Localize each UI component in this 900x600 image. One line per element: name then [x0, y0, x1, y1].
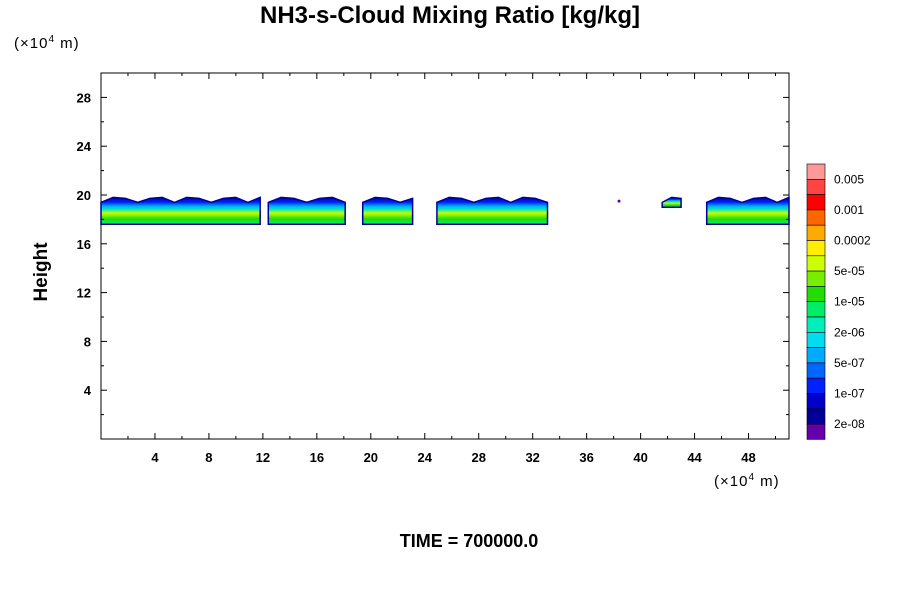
- x-unit-label: (×104 m): [714, 472, 780, 490]
- colorbar-label: 0.0002: [834, 234, 871, 248]
- colorbar: 0.005 0.001 0.0002 5e-05 1e-05 2e-06 5e-07 1e-0…: [806, 163, 871, 440]
- x-tick-label: 4: [151, 450, 159, 465]
- x-tick-label: 20: [364, 450, 378, 465]
- y-tick-label: 12: [77, 286, 91, 301]
- colorbar-swatch: [806, 377, 826, 394]
- y-unit-label: (×104 m): [14, 34, 80, 52]
- cloud-segment-1: [100, 196, 261, 226]
- x-tick-label: 24: [418, 450, 433, 465]
- cloud-segment-6: [705, 196, 790, 226]
- colorbar-label: 0.001: [834, 203, 864, 217]
- time-label: TIME = 700000.0: [399, 531, 539, 551]
- colorbar-swatch: [806, 270, 826, 287]
- cloud-segment-4: [436, 196, 549, 226]
- colorbar-swatch: [806, 423, 826, 440]
- colorbar-swatch: [806, 240, 826, 257]
- colorbar-label: 1e-05: [834, 295, 865, 309]
- chart-title: NH3-s-Cloud Mixing Ratio [kg/kg]: [260, 2, 640, 29]
- x-tick-label: 40: [633, 450, 647, 465]
- colorbar-swatch: [806, 408, 826, 425]
- colorbar-swatch: [806, 255, 826, 272]
- colorbar-label: 5e-07: [834, 356, 865, 370]
- x-tick-label: 28: [471, 450, 485, 465]
- isolated-cloud-point: [617, 199, 621, 203]
- y-tick-label: 24: [77, 139, 92, 154]
- x-tick-label: 44: [687, 450, 702, 465]
- cloud-segment-3: [361, 196, 414, 226]
- y-tick-label: 8: [84, 334, 91, 349]
- cloud-layer: [100, 196, 790, 226]
- x-tick-label: 12: [256, 450, 270, 465]
- colorbar-label: 5e-05: [834, 264, 865, 278]
- colorbar-swatch: [806, 209, 826, 226]
- plot-frame: [100, 72, 790, 440]
- colorbar-swatch: [806, 286, 826, 302]
- colorbar-swatch: [806, 224, 826, 241]
- colorbar-swatch: [806, 347, 826, 364]
- x-tick-label: 48: [741, 450, 755, 465]
- cloud-segment-2: [267, 196, 346, 226]
- y-tick-label: 20: [77, 188, 91, 203]
- colorbar-swatch: [806, 301, 826, 318]
- colorbar-swatch: [806, 194, 826, 211]
- y-tick-label: 4: [84, 383, 92, 398]
- cloud-segment-5: [661, 196, 682, 208]
- x-tick-label: 8: [205, 450, 212, 465]
- x-tick-label: 36: [579, 450, 593, 465]
- colorbar-label: 1e-07: [834, 387, 865, 401]
- colorbar-label: 0.005: [834, 172, 864, 186]
- x-tick-label: 16: [310, 450, 324, 465]
- colorbar-swatch: [806, 362, 826, 379]
- colorbar-swatch: [806, 393, 826, 410]
- colorbar-swatch: [806, 331, 826, 348]
- y-tick-label: 16: [77, 237, 91, 252]
- colorbar-label: 2e-08: [834, 417, 865, 431]
- x-tick-label: 32: [525, 450, 539, 465]
- colorbar-swatch: [806, 179, 826, 195]
- y-tick-label: 28: [77, 90, 91, 105]
- colorbar-label: 2e-06: [834, 325, 865, 339]
- colorbar-swatch: [806, 163, 826, 180]
- colorbar-swatch: [806, 316, 826, 333]
